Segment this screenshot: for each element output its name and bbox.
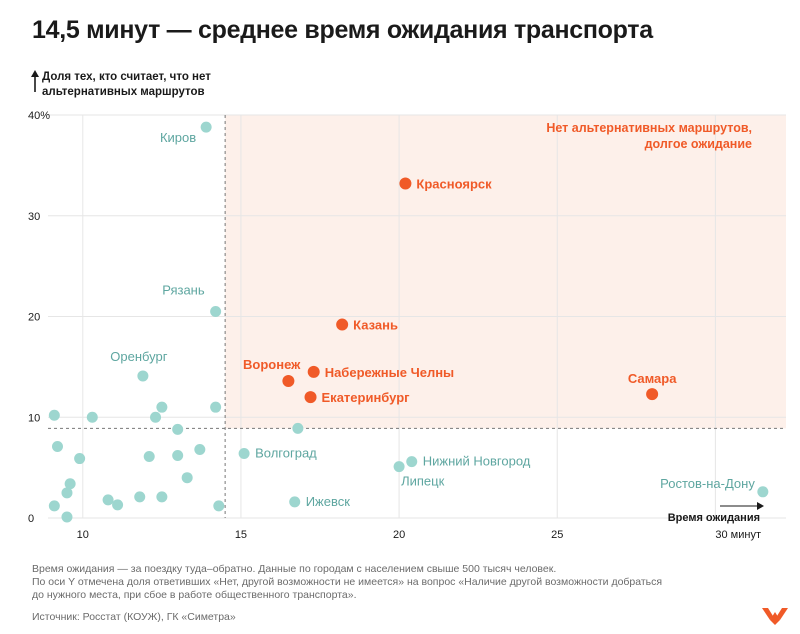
data-point <box>156 401 168 413</box>
data-point-highlighted <box>307 365 320 378</box>
point-label: Рязань <box>162 282 205 297</box>
x-tick-label: 10 <box>77 529 89 541</box>
y-tick-label: 10 <box>28 412 40 424</box>
x-axis-label: Время ожидания <box>668 512 760 524</box>
data-point <box>137 370 149 382</box>
data-point-highlighted <box>282 374 295 387</box>
data-point <box>134 491 146 503</box>
data-point <box>74 453 86 465</box>
point-label-highlighted: Казань <box>353 318 398 333</box>
point-label: Волгоград <box>255 446 317 461</box>
data-point-highlighted <box>336 318 349 331</box>
data-point <box>406 456 418 468</box>
data-point <box>200 121 212 133</box>
point-label-highlighted: Набережные Челны <box>325 365 454 380</box>
y-tick-label: 40% <box>28 110 50 122</box>
chart-notes: Время ожидания — за поездку туда–обратно… <box>32 563 732 602</box>
point-label: Киров <box>160 130 196 145</box>
highlight-zone <box>225 115 786 429</box>
data-point <box>86 411 98 423</box>
scatter-chart: 0 10 20 30 40% 10 15 20 25 30 минут Время ожидания… <box>28 110 786 541</box>
note-line: до нужного места, при сбое в работе обще… <box>32 589 357 601</box>
data-point <box>172 423 184 435</box>
x-tick-label: 15 <box>235 529 247 541</box>
point-label: Нижний Новгород <box>423 454 531 469</box>
data-point-highlighted <box>304 391 317 404</box>
data-point <box>210 401 222 413</box>
y-tick-label: 20 <box>28 312 40 324</box>
x-axis-arrowhead-icon <box>757 502 764 510</box>
data-point <box>194 443 206 455</box>
data-point <box>48 500 60 512</box>
note-line: Время ожидания — за поездку туда–обратно… <box>32 563 557 575</box>
data-point <box>393 461 405 473</box>
brand-logo-icon <box>762 608 788 625</box>
chart-title: 14,5 минут — среднее время ожидания тран… <box>32 16 653 44</box>
y-axis-arrow-icon <box>31 70 39 92</box>
data-point <box>292 422 304 434</box>
point-label-highlighted: Красноярск <box>416 177 492 192</box>
data-point <box>172 450 184 462</box>
data-point <box>102 494 114 506</box>
data-point <box>238 448 250 460</box>
data-point-highlighted <box>646 388 659 401</box>
data-point <box>213 500 225 512</box>
data-point <box>210 305 222 317</box>
x-tick-label: 30 минут <box>715 529 761 541</box>
data-point <box>150 411 162 423</box>
data-point <box>112 499 124 511</box>
source-text: Источник: Росстат (КОУЖ), ГК «Симетра» <box>32 611 236 623</box>
point-label-highlighted: Самара <box>628 371 677 386</box>
x-tick-label: 25 <box>551 529 563 541</box>
data-point <box>143 451 155 463</box>
zone-label: Нет альтернативных маршрутов, <box>546 121 752 135</box>
y-axis-label: Доля тех, кто считает, что нет альтернат… <box>42 71 211 98</box>
y-tick-label: 30 <box>28 211 40 223</box>
point-label-highlighted: Екатеринбург <box>322 390 411 405</box>
data-point <box>48 409 60 421</box>
data-point <box>51 440 63 452</box>
point-label: Ижевск <box>306 494 351 509</box>
point-label-highlighted: Воронеж <box>243 357 301 372</box>
data-point <box>181 472 193 484</box>
point-label: Липецк <box>401 474 445 489</box>
x-tick-label: 20 <box>393 529 405 541</box>
point-label: Оренбург <box>110 349 167 364</box>
note-line: По оси Y отмечена доля ответивших «Нет, … <box>32 576 663 588</box>
data-point-highlighted <box>399 177 412 190</box>
data-point <box>64 478 76 490</box>
data-point <box>156 491 168 503</box>
data-point <box>757 486 769 498</box>
data-point <box>61 487 73 499</box>
point-label: Ростов-на-Дону <box>660 476 755 491</box>
data-point <box>289 496 301 508</box>
zone-label: долгое ожидание <box>645 137 752 151</box>
data-point <box>61 511 73 523</box>
y-tick-label: 0 <box>28 513 34 525</box>
